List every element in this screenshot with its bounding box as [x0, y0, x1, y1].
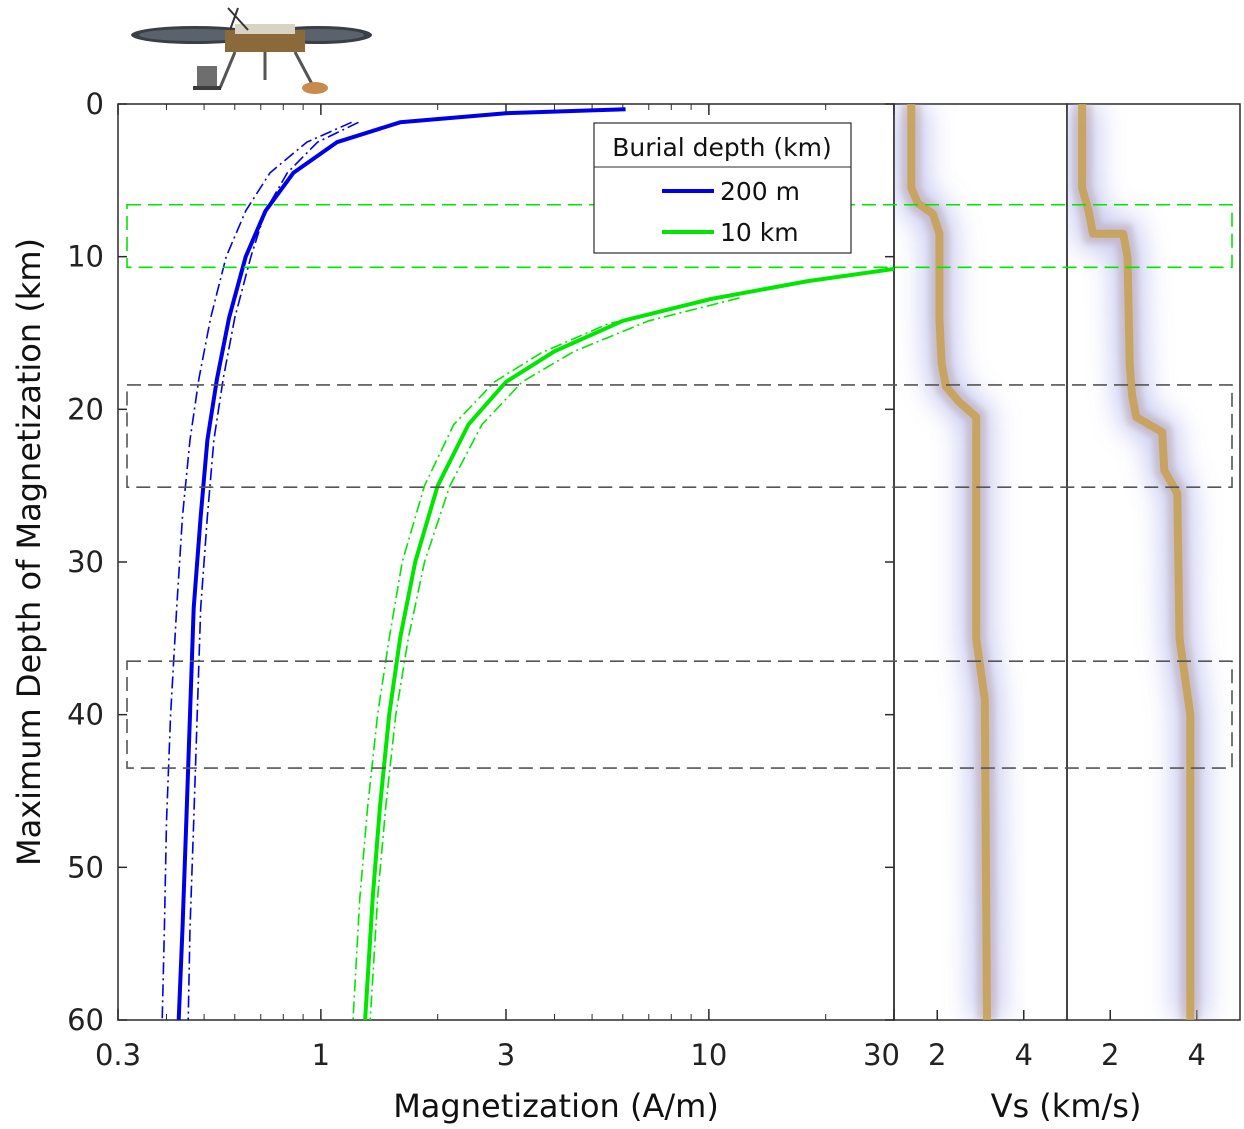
depth-band-1 [126, 384, 1233, 488]
x-axis-label-magnetization: Magnetization (A/m) [393, 1087, 719, 1125]
legend-title: Burial depth (km) [612, 133, 831, 162]
vs-left-x-tick-label: 4 [1015, 1038, 1033, 1072]
series-4-line [369, 297, 740, 1020]
axis-tick-labels: 0 10 20 30 40 50 600.3 1 3 10 30 2 4 2 4 [67, 87, 1206, 1072]
depth-band-0 [126, 203, 1233, 269]
vs-right-x-tick-label: 2 [1101, 1038, 1119, 1072]
y-tick-label: 40 [67, 698, 104, 732]
y-tick-label: 10 [67, 240, 104, 274]
series-1-line [161, 121, 352, 1020]
legend: Burial depth (km) 200 m 10 km [593, 122, 852, 254]
series-2-line [187, 121, 359, 1020]
series-3-line [363, 266, 894, 1020]
vs-left-profile-group [894, 104, 1004, 1020]
vs-right-median-path [1078, 104, 1195, 1020]
vs-axes-right [1066, 103, 1241, 1021]
x-tick-label: 0.3 [95, 1038, 141, 1072]
x-tick-label: 10 [690, 1038, 727, 1072]
legend-entry-10km: 10 km [720, 218, 799, 247]
magnetization-curves [161, 107, 894, 1020]
x-tick-label: 30 [863, 1038, 900, 1072]
x-tick-label: 3 [497, 1038, 515, 1072]
vs-profiles [894, 104, 1208, 1020]
y-axis-label: Maximum Depth of Magnetization (km) [10, 238, 48, 866]
y-tick-label: 30 [67, 545, 104, 579]
series-5-line [352, 300, 710, 1020]
depth-band-2 [126, 660, 1233, 769]
vs-right-profile-group [1067, 104, 1208, 1020]
vs-right-x-tick-label: 4 [1188, 1038, 1206, 1072]
vs-left-x-tick-label: 2 [928, 1038, 946, 1072]
y-tick-label: 50 [67, 850, 104, 884]
x-axis-label-vs: Vs (km/s) [991, 1087, 1142, 1125]
y-tick-label: 0 [86, 87, 104, 121]
legend-entry-200m: 200 m [720, 177, 800, 206]
y-tick-label: 60 [67, 1003, 104, 1037]
axis-ticks [117, 103, 1198, 1021]
vs-left-median-path [907, 104, 991, 1020]
lander-illustration [131, 7, 372, 94]
depth-bands [126, 203, 1233, 769]
x-tick-label: 1 [312, 1038, 330, 1072]
y-tick-label: 20 [67, 392, 104, 426]
